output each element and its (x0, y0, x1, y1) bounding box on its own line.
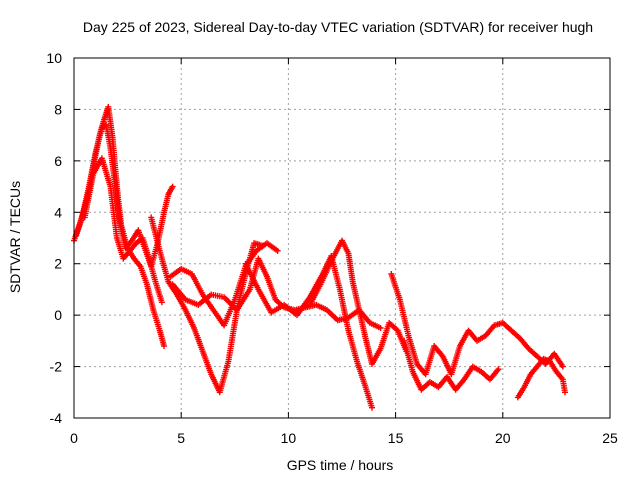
data-point-marker (561, 389, 568, 396)
data-point-marker (559, 363, 566, 370)
y-tick-label: -2 (50, 359, 63, 375)
data-series (71, 103, 568, 411)
series-track-11 (514, 355, 568, 401)
x-tick-label: 10 (281, 430, 297, 446)
grid-lines (74, 58, 610, 418)
y-tick-label: -4 (50, 410, 63, 426)
x-tick-label: 20 (495, 430, 511, 446)
x-axis-label: GPS time / hours (287, 457, 394, 473)
series-track-7 (242, 253, 376, 411)
plot-frame (73, 57, 611, 419)
data-point-marker (274, 247, 281, 254)
x-tick-label: 0 (70, 430, 78, 446)
series-track-3 (81, 155, 165, 306)
y-tick-label: 6 (54, 153, 62, 169)
series-track-10 (401, 337, 502, 393)
x-tick-label: 15 (388, 430, 404, 446)
data-point-marker (369, 404, 376, 411)
x-tick-label: 5 (177, 430, 185, 446)
data-point-marker (169, 183, 176, 190)
data-point-marker (161, 343, 168, 349)
y-tick-label: 10 (46, 50, 62, 66)
y-axis-label: SDTVAR / TECUs (7, 181, 23, 293)
y-tick-label: 0 (54, 307, 62, 323)
series-track-8 (306, 237, 410, 367)
y-tick-label: 4 (54, 204, 62, 220)
series-track-9 (388, 271, 566, 378)
data-point-marker (158, 299, 165, 306)
y-tick-label: 8 (54, 101, 62, 117)
data-point-marker (377, 325, 384, 331)
series-track-5 (167, 240, 281, 329)
y-tick-label: 2 (54, 256, 62, 272)
x-tick-label: 25 (602, 430, 618, 446)
chart-title: Day 225 of 2023, Sidereal Day-to-day VTE… (83, 19, 593, 35)
data-point-marker (495, 366, 502, 373)
